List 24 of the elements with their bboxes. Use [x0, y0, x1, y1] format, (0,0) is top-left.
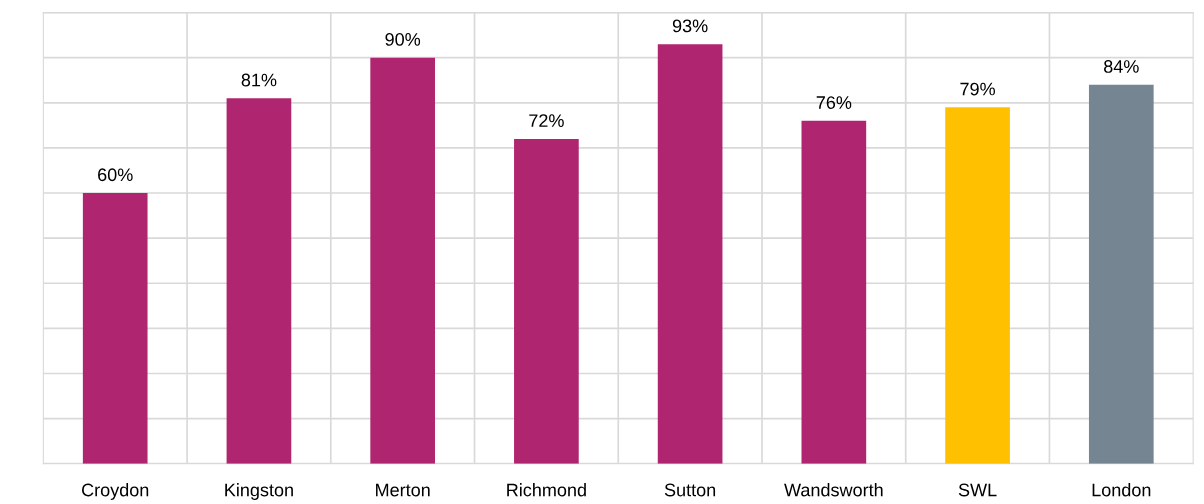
- bar: [514, 138, 579, 464]
- x-tick-label: Wandsworth: [784, 483, 883, 497]
- x-tick-label: Merton: [376, 483, 430, 497]
- x-tick-label: Kingston: [225, 483, 293, 500]
- data-label: 72%: [529, 114, 564, 127]
- bar: [801, 120, 867, 464]
- x-tick-label: Sutton: [664, 483, 716, 497]
- bar: [226, 98, 292, 464]
- data-label: 90%: [385, 33, 421, 46]
- bar: [1088, 84, 1154, 464]
- x-tick-label: Richmond: [507, 483, 586, 497]
- x-tick-label: Croydon: [82, 483, 149, 500]
- data-label: 60%: [98, 168, 133, 182]
- bar: [945, 107, 1010, 464]
- data-label: 84%: [1104, 60, 1139, 73]
- x-tick-label: London: [1092, 483, 1151, 497]
- bar: [370, 57, 435, 464]
- bar: [657, 44, 723, 464]
- x-tick-label: SWL: [958, 483, 997, 497]
- data-label: 81%: [241, 73, 277, 87]
- data-label: 93%: [672, 19, 708, 33]
- data-label: 76%: [816, 96, 852, 109]
- data-label: 79%: [960, 82, 995, 96]
- bar: [82, 193, 148, 464]
